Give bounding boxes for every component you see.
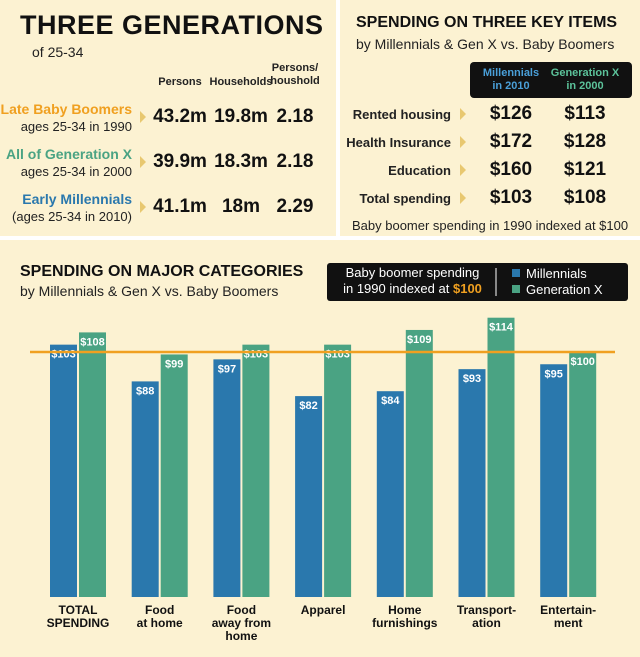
bar: [324, 344, 352, 597]
bar: [569, 352, 597, 597]
value-label: $109: [407, 334, 431, 346]
legend-swatch: [512, 285, 520, 293]
cell: 2.29: [276, 196, 314, 217]
value-label: $82: [299, 400, 317, 412]
x-tick-label: TOTAL SPENDING: [46, 603, 110, 630]
x-tick-label: Apparel: [300, 603, 346, 617]
x-tick-label: Entertain- ment: [540, 603, 597, 630]
column-header: Persons: [158, 76, 202, 88]
row-label: Health Insurance: [346, 135, 451, 150]
legend-reference: Baby boomer spending in 1990 indexed at …: [335, 265, 490, 297]
cell: 2.18: [276, 106, 314, 127]
value-label: $108: [80, 336, 104, 348]
legend-box: [327, 263, 628, 301]
reference-label: $100: [452, 281, 482, 296]
footnote: Baby boomer spending in 1990 indexed at …: [352, 218, 629, 233]
x-tick-label: Food at home: [136, 603, 183, 630]
chart-subtitle: by Millennials & Gen X vs. Baby Boomers: [20, 283, 278, 299]
value-label: $84: [381, 395, 400, 407]
cell: $121: [563, 159, 607, 180]
value-label: $97: [218, 363, 236, 375]
cell: $103: [489, 187, 533, 208]
arrow: [460, 164, 466, 176]
cell: 19.8m: [214, 106, 268, 127]
bar: [213, 359, 241, 597]
header-box: [470, 62, 632, 98]
row-sublabel: (ages 25-34 in 2010): [12, 209, 132, 224]
bar: [376, 391, 404, 597]
generations-panel: THREE GENERATIONS of 25-34 Persons Househ…: [0, 0, 336, 236]
cell: 2.18: [276, 151, 314, 172]
bar: [160, 354, 188, 597]
panel-title: THREE GENERATIONS: [20, 10, 324, 40]
value-label: $103: [51, 349, 75, 361]
value-label: $103: [244, 349, 268, 361]
x-tick-label: Food away from home: [211, 603, 272, 643]
arrow: [460, 192, 466, 204]
column-header: Persons/ houshold: [270, 62, 320, 87]
row-label: Late Baby Boomers: [0, 101, 132, 117]
legend-label: Generation X: [526, 282, 603, 297]
panel-subtitle: of 25-34: [32, 44, 84, 60]
bar: [131, 381, 159, 597]
bar: [405, 329, 433, 597]
cell: $128: [563, 131, 607, 152]
row-label: Total spending: [359, 191, 451, 206]
panel-subtitle: by Millennials & Gen X vs. Baby Boomers: [356, 36, 615, 52]
row-label: All of Generation X: [5, 146, 132, 162]
value-label: $95: [545, 368, 563, 380]
value-label: $88: [136, 385, 154, 397]
arrow: [140, 201, 146, 213]
column-header: Generation X in 2000: [550, 67, 620, 92]
arrow: [140, 156, 146, 168]
cell: $126: [489, 103, 533, 124]
cell: 41.1m: [153, 196, 207, 217]
bar: [458, 369, 486, 597]
value-label: $99: [165, 358, 183, 370]
row-label: Early Millennials: [22, 191, 132, 207]
bar: [487, 317, 515, 597]
key-items-panel: SPENDING ON THREE KEY ITEMS by Millennia…: [340, 0, 640, 236]
legend-swatch: [512, 269, 520, 277]
x-tick-label: Transport- ation: [456, 603, 517, 630]
panel-title: SPENDING ON THREE KEY ITEMS: [356, 14, 618, 31]
cell: $108: [563, 187, 607, 208]
row-label: Education: [388, 163, 451, 178]
row-label: Rented housing: [352, 107, 451, 122]
arrow: [140, 111, 146, 123]
value-label: $114: [489, 322, 514, 334]
value-label: $100: [570, 356, 594, 368]
bar: [540, 364, 568, 597]
x-tick-label: Home furnishings: [372, 603, 438, 630]
legend-label: Millennials: [526, 266, 587, 281]
cell: 18.3m: [214, 151, 268, 172]
value-label: $103: [325, 349, 349, 361]
chart: SPENDING ON MAJOR CATEGORIES by Millenni…: [20, 263, 628, 597]
column-header: Millennials in 2010: [482, 67, 540, 92]
row-sublabel: ages 25-34 in 1990: [20, 119, 132, 134]
chart-title: SPENDING ON MAJOR CATEGORIES: [20, 263, 304, 280]
bar: [295, 396, 323, 597]
bar: [242, 344, 270, 597]
chart-panel: SPENDING ON MAJOR CATEGORIES by Millenni…: [0, 240, 640, 657]
column-header: Households: [209, 76, 273, 88]
cell: $160: [489, 159, 533, 180]
reference-text: Baby boomer spending in 1990 indexed at: [343, 265, 480, 296]
arrow: [460, 108, 466, 120]
value-label: $93: [463, 373, 481, 385]
row-sublabel: ages 25-34 in 2000: [20, 164, 132, 179]
arrow: [460, 136, 466, 148]
bar: [50, 344, 77, 597]
cell: $113: [564, 103, 606, 124]
cell: 43.2m: [153, 106, 207, 127]
bar: [79, 332, 106, 597]
cell: 18m: [221, 196, 261, 217]
cell: 39.9m: [153, 151, 207, 172]
cell: $172: [489, 131, 533, 152]
